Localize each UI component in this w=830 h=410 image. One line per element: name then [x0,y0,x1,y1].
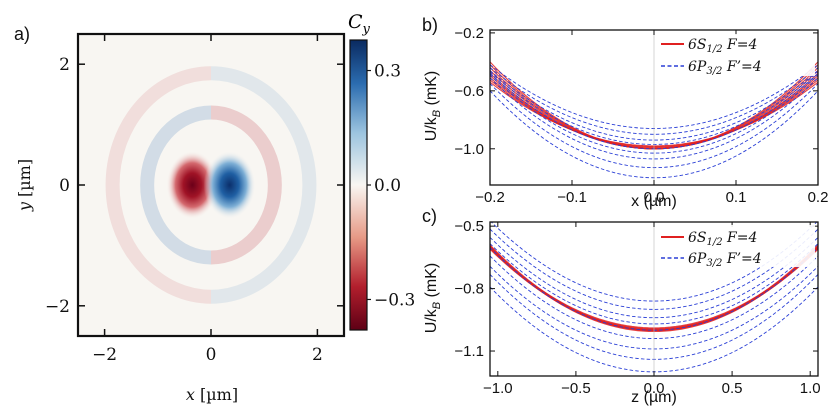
x-tick-label: 0.0 [644,189,665,206]
excited-state-curve [490,243,818,325]
y-tick-label: −1.1 [454,343,484,360]
potential-x-x-axis-label: x (µm) [631,193,677,210]
x-tick-label: 0.5 [722,380,743,397]
heatmap-ticks: −2 0 2 2 0 −2 [45,34,344,365]
y-tick-label: −1.0 [454,141,484,158]
heatmap-x-tick-label: 2 [312,345,323,365]
legend-box [655,225,815,267]
potential-z-legend: 6S1/2 F=4 6P3/2 F’=4 [655,225,815,269]
colorbar-tick-label: −0.3 [374,290,415,310]
panel-label-b: b) [422,15,438,35]
heatmap-lobe-negative [166,151,219,219]
heatmap-y-axis-label: y [µm] [15,159,34,212]
legend-entry-ground: 6S1/2 F=4 [688,37,757,55]
excited-state-curve [490,77,818,160]
x-tick-label: 0.0 [644,380,665,397]
excited-state-curve [490,228,818,310]
potential-x-y-axis-label: U/kB (mK) [423,71,443,141]
excited-state-curve [490,67,818,135]
heatmap-ring-left [140,105,212,265]
potential-x-legend: 6S1/2 F=4 6P3/2 F’=4 [655,34,815,77]
colorbar-tick-label: 0.3 [374,62,401,82]
excited-state-curve [490,74,818,154]
y-tick-label: −0.6 [454,83,484,100]
potential-z-ticks: −1.0 −0.5 0.0 0.5 1.0 −0.5 −0.8 −1.1 [454,218,820,397]
excited-state-curve [490,70,818,141]
y-tick-label: −0.5 [454,218,484,235]
potential-x-curves [490,30,818,185]
panel-label-a: a) [14,24,30,44]
potential-z-y-axis-label: U/kB (mK) [423,263,443,333]
potential-z-curves [490,222,818,376]
colorbar-title: Cy [348,11,371,37]
heatmap-y-tick-label: 2 [59,55,70,75]
potential-x-panel: −0.2 −0.1 0.0 0.1 0.2−0.2−0.6−1.0 b) x (µm) … [422,15,828,210]
colorbar [349,39,368,331]
heatmap-x-tick-label: 0 [206,345,217,365]
heatmap-lobe-positive [203,151,256,219]
excited-state-curve [490,237,818,319]
legend-entry-excited: 6P3/2 F’=4 [688,251,762,269]
legend-box [655,34,815,76]
panel-label-c: c) [422,206,437,226]
heatmap-panel: −2 0 2 2 0 −2 a) x [µm] y [µm] 0.3 0.0 −0.3 Cy [14,11,415,404]
heatmap-x-tick-label: −2 [92,345,117,365]
colorbar-ticks: 0.3 0.0 −0.3 [367,62,415,310]
x-tick-label: 1.0 [800,380,821,397]
x-tick-label: 0.1 [726,189,747,206]
potential-x-ticks: −0.2 −0.1 0.0 0.1 0.2 −0.2 −0.6 −1.0 [454,25,828,206]
heatmap-y-tick-label: 0 [59,176,70,196]
x-tick-label: −0.5 [561,380,591,397]
x-tick-label: −0.1 [557,189,587,206]
y-tick-label: −0.2 [454,25,484,42]
heatmap-marks [105,66,317,304]
x-tick-label: −0.2 [475,189,505,206]
potential-z-x-axis-label: z (µm) [631,389,677,406]
x-tick-label: 0.2 [808,189,829,206]
heatmap-ring-right [210,66,317,304]
heatmap-ring-right [210,105,282,265]
legend-entry-excited: 6P3/2 F’=4 [688,59,762,77]
colorbar-tick-label: 0.0 [374,176,401,196]
y-tick-label: −0.8 [454,281,484,298]
heatmap-ring-left [105,66,212,304]
potential-z-panel: −1.0 −0.5 0.0 0.5 1.0−0.5−0.8−1.1 c) z (µm) … [422,206,821,406]
x-tick-label: −1.0 [483,380,513,397]
heatmap-x-axis-label: x [µm] [186,385,238,404]
heatmap-y-tick-label: −2 [45,297,70,317]
legend-entry-ground: 6S1/2 F=4 [688,230,757,248]
